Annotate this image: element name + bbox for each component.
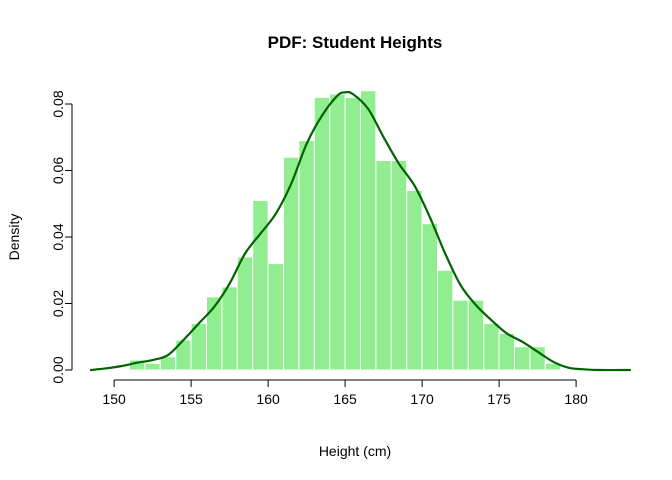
histogram-bar-14 — [344, 96, 362, 371]
x-tick-label: 170 — [410, 391, 434, 407]
histogram-bar-1 — [144, 362, 161, 371]
histogram-bars — [129, 90, 562, 371]
x-tick-label: 180 — [564, 391, 588, 407]
density-curve — [89, 90, 632, 372]
y-axis: 0.00 0.02 0.04 0.06 0.08 — [50, 90, 73, 384]
x-axis: 150 155 160 165 170 175 180 — [102, 379, 588, 407]
x-tick-label: 175 — [487, 391, 511, 407]
histogram-bar-16 — [375, 160, 392, 371]
histogram-bar-24 — [498, 332, 516, 371]
histogram-bar-25 — [514, 346, 531, 371]
histogram-bar-23 — [483, 322, 500, 371]
y-axis-label: Density — [6, 214, 22, 261]
histogram-bar-7 — [236, 256, 254, 371]
x-tick-label: 150 — [102, 391, 126, 407]
histogram-bar-11 — [298, 140, 315, 371]
histogram-bar-21 — [452, 299, 469, 371]
y-tick-label: 0.00 — [50, 356, 66, 383]
histogram-bar-10 — [283, 156, 300, 371]
y-tick-label: 0.08 — [50, 90, 66, 117]
histogram-bar-13 — [329, 93, 346, 371]
x-tick-label: 155 — [179, 391, 203, 407]
histogram-bar-12 — [313, 96, 331, 371]
histogram-bar-18 — [406, 189, 423, 371]
histogram-bar-2 — [159, 356, 177, 371]
histogram-bar-9 — [267, 263, 285, 371]
x-tick-label: 160 — [256, 391, 280, 407]
x-tick-label: 165 — [333, 391, 357, 407]
density-curve-group — [89, 90, 632, 372]
histogram-bar-27 — [544, 362, 562, 371]
histogram-bar-19 — [421, 223, 439, 371]
histogram-bar-26 — [529, 346, 546, 371]
histogram-bar-6 — [221, 286, 238, 371]
histogram-bar-17 — [390, 160, 408, 371]
y-tick-label: 0.06 — [50, 157, 66, 184]
y-tick-label: 0.02 — [50, 290, 66, 317]
histogram-bar-20 — [437, 269, 454, 371]
chart-title: PDF: Student Heights — [268, 33, 443, 52]
histogram-bar-15 — [360, 90, 377, 371]
x-axis-label: Height (cm) — [319, 443, 391, 459]
y-tick-label: 0.04 — [50, 223, 66, 250]
